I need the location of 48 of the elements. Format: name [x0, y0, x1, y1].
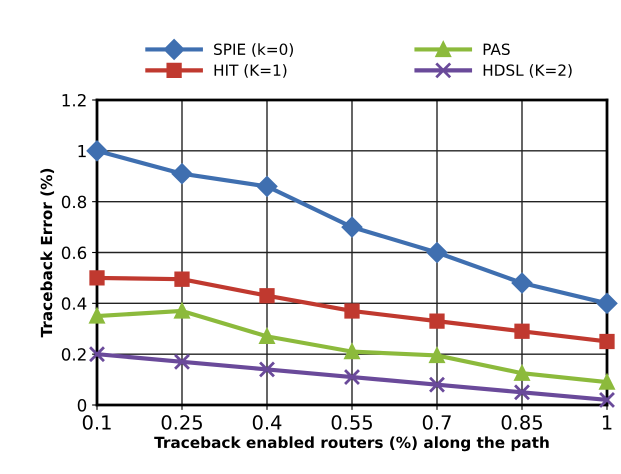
point [256, 176, 278, 197]
x-tick-label: 0.55 [332, 415, 372, 430]
point [428, 376, 446, 393]
point [599, 334, 615, 350]
point [344, 344, 360, 360]
point [89, 270, 105, 286]
y-tick-label: 1 [78, 145, 86, 158]
point [514, 324, 530, 339]
legend-label: HIT (K=1) [214, 64, 286, 78]
point [259, 328, 275, 344]
point [88, 346, 106, 362]
y-tick-label: 0 [78, 398, 86, 412]
point [429, 348, 445, 364]
legend-label: PAS [484, 43, 510, 56]
y-tick-label: 0.6 [62, 246, 86, 260]
point [174, 353, 190, 370]
point [259, 288, 275, 304]
legend-label: HDSL (K=2) [484, 64, 572, 78]
x-tick-label: 0.25 [162, 415, 202, 430]
point [86, 140, 108, 162]
y-tick-label: 0.4 [62, 297, 86, 310]
point [258, 361, 276, 378]
point [342, 216, 362, 238]
point [429, 313, 445, 329]
point [344, 303, 360, 319]
x-tick-label: 0.1 [82, 415, 111, 430]
y-tick-label: 0.2 [62, 348, 86, 361]
y-axis-title: Traceback Error (%) [40, 168, 54, 338]
point [172, 163, 192, 184]
x-axis-title: Traceback enabled routers (%) along the path [154, 436, 549, 452]
point [344, 368, 360, 386]
point [89, 308, 105, 324]
legend-label: SPIE (k=0) [214, 43, 293, 57]
y-tick-label: 1.2 [62, 94, 86, 106]
x-tick-label: 0.4 [252, 415, 282, 430]
point [514, 366, 530, 381]
point [426, 242, 448, 263]
point [174, 272, 190, 287]
point [174, 303, 190, 319]
x-tick-label: 1 [602, 415, 612, 430]
point [512, 272, 532, 294]
point [599, 374, 615, 390]
x-tick-label: 0.7 [422, 415, 451, 430]
y-tick-label: 0.8 [62, 196, 86, 208]
point [596, 293, 618, 314]
x-tick-label: 0.85 [502, 415, 542, 430]
point [598, 392, 616, 408]
point [514, 384, 530, 401]
